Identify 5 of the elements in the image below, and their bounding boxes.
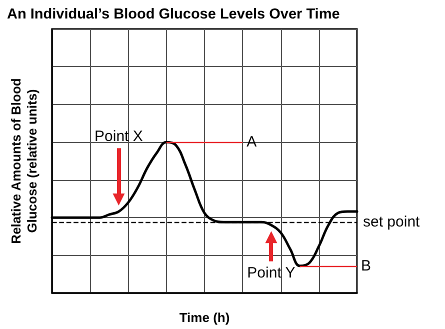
x-axis-title: Time (h) (179, 310, 230, 325)
ref-line-label: set point (363, 214, 421, 231)
chart-title: An Individual’s Blood Glucose Levels Over Time (7, 6, 340, 22)
y-axis-title: Relative Amounts of Blood Glucose (relative units) (8, 78, 40, 244)
text: B (361, 257, 372, 274)
